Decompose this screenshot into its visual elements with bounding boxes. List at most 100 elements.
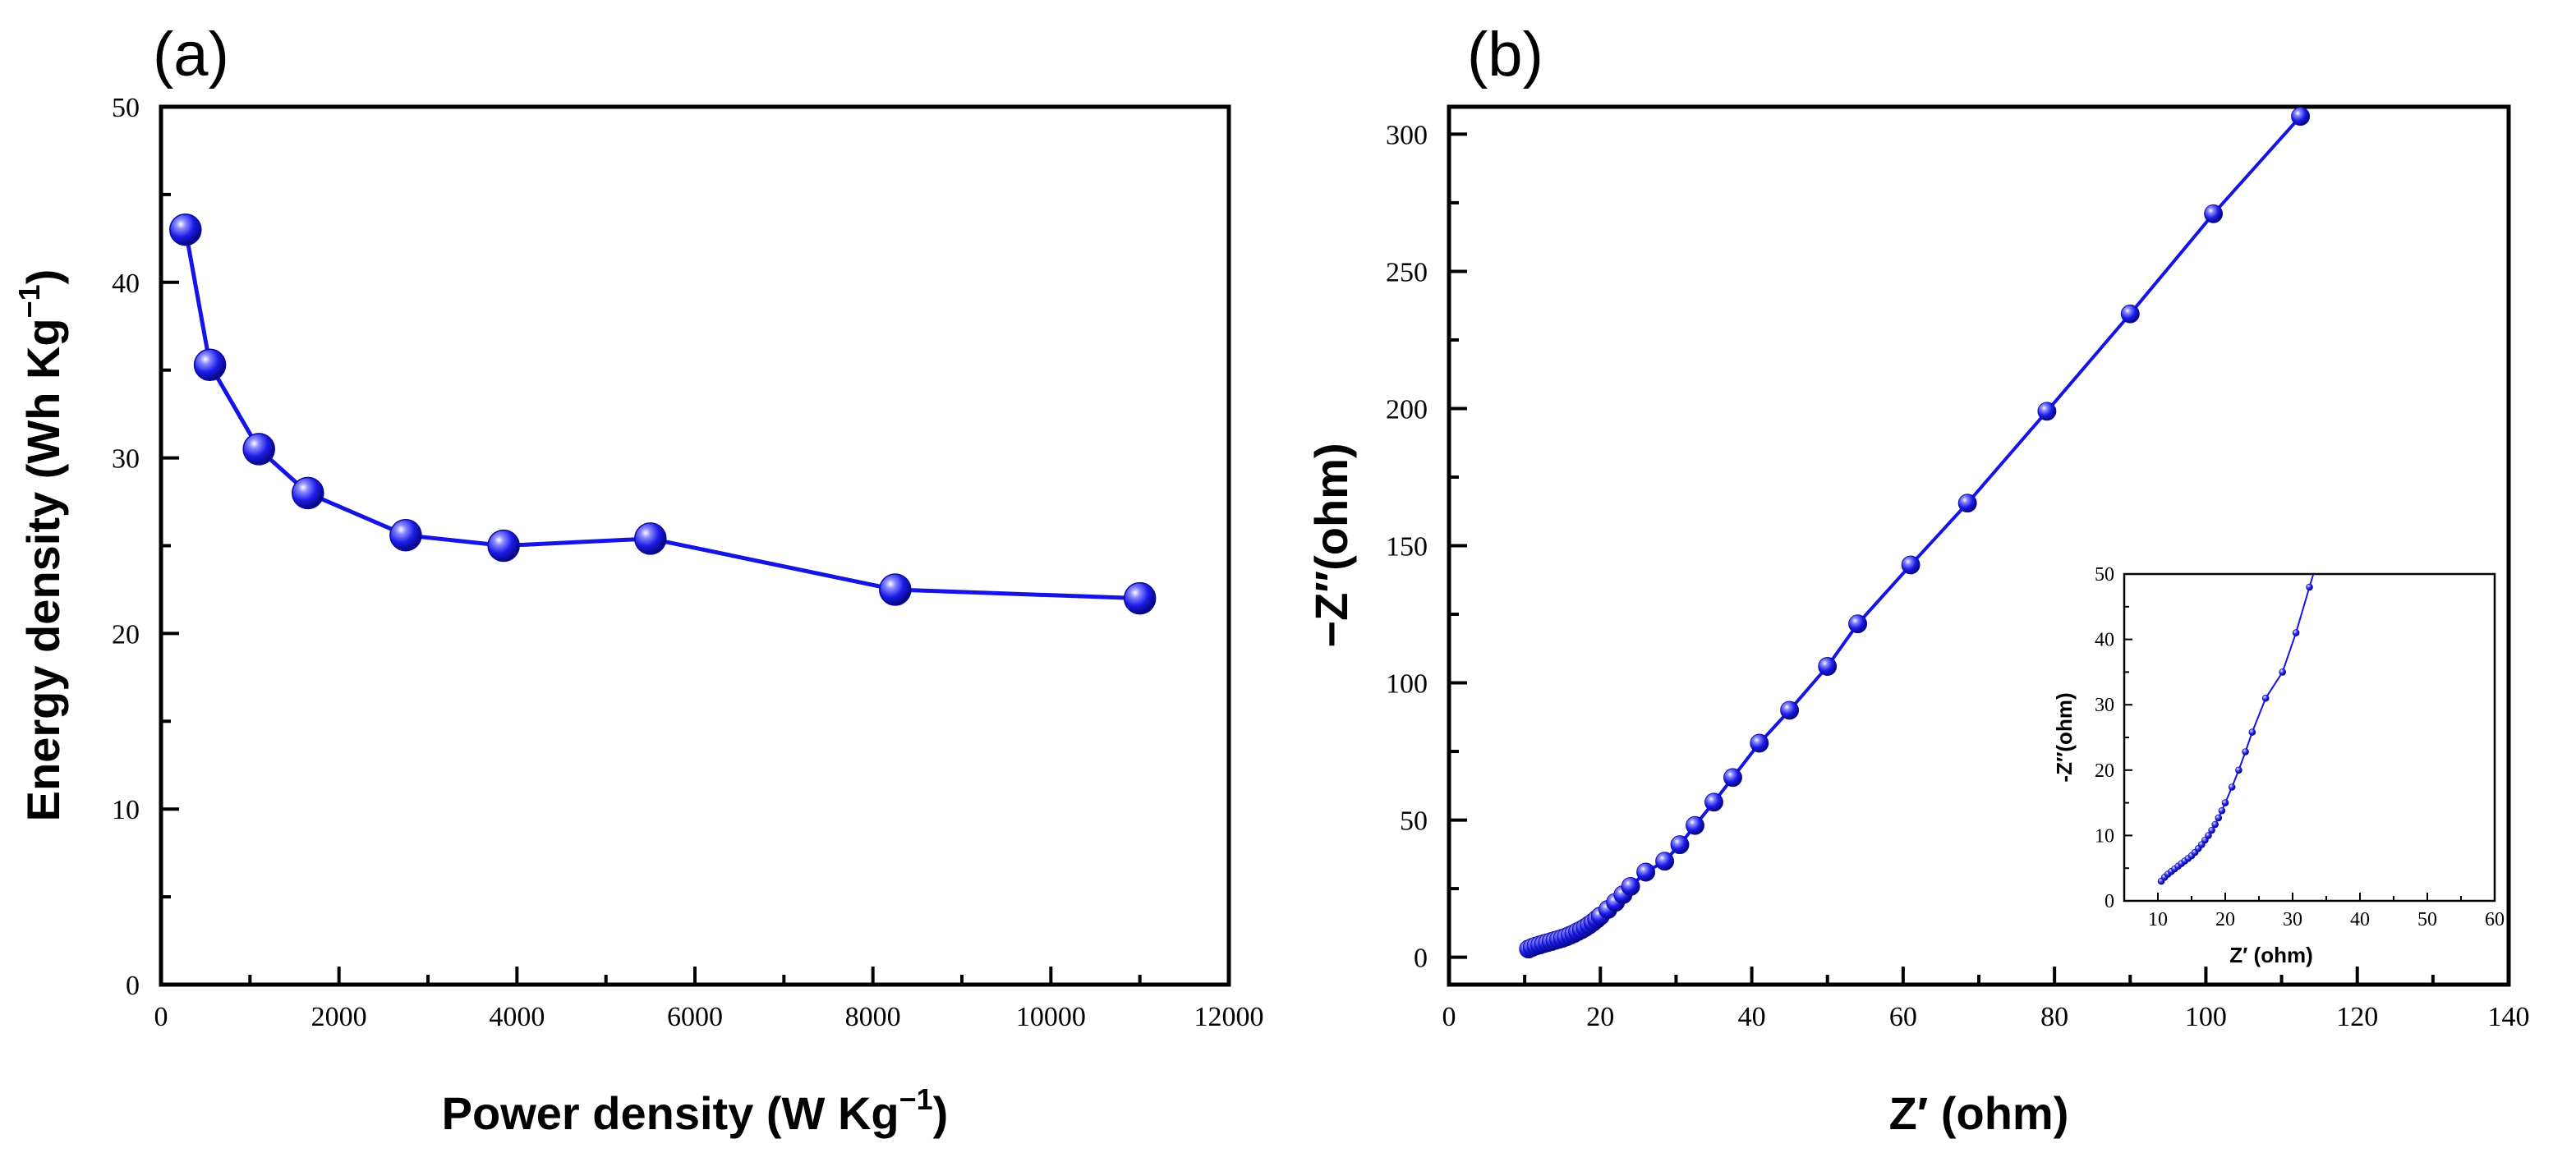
x-tick-label: 8000 [845, 1002, 901, 1032]
inset-data-point [2211, 820, 2219, 829]
data-point-b [1957, 494, 1977, 513]
series-points-a [169, 213, 1157, 615]
y-tick-label: 250 [1386, 257, 1428, 287]
inset-data-point [2363, 388, 2370, 394]
inset-data-point [2235, 766, 2242, 774]
y-tick-label: 0 [1414, 944, 1428, 974]
tick-marks-inset [2124, 573, 2496, 902]
y-tick-labels-inset: 0 10 20 30 40 50 [2095, 564, 2114, 912]
series-points-b [1519, 107, 2311, 959]
y-tick-label: 150 [1386, 532, 1428, 563]
inset-data-point [2248, 728, 2256, 736]
inset-frame [2123, 572, 2496, 903]
y-tick-label: 20 [2095, 760, 2114, 782]
x-axis-title-b: Z′ (ohm) [1889, 1087, 2069, 1139]
x-tick-label: 4000 [489, 1002, 545, 1032]
y-tick-label: 200 [1386, 394, 1428, 425]
inset-data-point [2424, 204, 2431, 211]
inset-data-point [2208, 826, 2215, 834]
y-axis-title-b: −Z″(ohm) [1305, 443, 1357, 647]
data-point-a [389, 518, 422, 552]
x-tick-label: 40 [1738, 1002, 1766, 1032]
x-tick-label: 6000 [667, 1002, 723, 1032]
x-tick-labels-b: 0 20 40 60 80 100 120 140 [1442, 1002, 2530, 1032]
data-point-a [292, 476, 324, 510]
x-tick-label: 10000 [1016, 1002, 1086, 1032]
y-tick-label: 30 [2095, 695, 2114, 716]
inset-data-point [2218, 806, 2226, 815]
data-point-b [1723, 768, 1742, 788]
inset-data-point [2242, 748, 2249, 756]
data-point-b [1621, 876, 1640, 896]
data-point-b [1670, 835, 1690, 855]
inset-data-point [2279, 668, 2286, 676]
x-tick-label: 80 [2040, 1002, 2068, 1032]
data-point-b [1636, 862, 1656, 882]
inset-x-axis-title: Z′ (ohm) [2229, 943, 2313, 967]
inset-data-point [2306, 583, 2313, 591]
data-point-b [1655, 852, 1675, 871]
data-point-a [634, 522, 667, 555]
data-point-a [1123, 581, 1157, 615]
data-point-b [1704, 792, 1723, 812]
tick-marks-b [1447, 132, 2510, 985]
inset-data-point [2205, 832, 2212, 839]
nyquist-chart: (b) 0 20 40 60 80 100 120 140 05010015020025030… [1305, 20, 2530, 1139]
inset-data-point [2215, 814, 2223, 822]
inset-data-point [2390, 310, 2397, 316]
data-point-b [1686, 815, 1704, 835]
x-tick-labels-a: 0 2000 4000 6000 8000 10000 12000 [154, 1002, 1264, 1032]
data-point-b [1818, 657, 1838, 676]
x-tick-label: 12000 [1194, 1002, 1264, 1032]
data-point-a [169, 213, 202, 246]
data-point-a [879, 573, 912, 606]
data-point-b [1750, 733, 1769, 753]
data-point-b [1780, 700, 1800, 720]
inset-data-point [2261, 694, 2270, 702]
inset-data-point [2228, 783, 2236, 791]
data-point-b [1848, 614, 1868, 634]
x-tick-label: 30 [2283, 909, 2302, 930]
data-point-a [193, 348, 227, 382]
x-tick-label: 40 [2350, 909, 2370, 930]
inset-data-point [2323, 528, 2330, 535]
x-tick-label: 50 [2417, 909, 2437, 930]
data-point-a [242, 433, 275, 466]
x-axis-title-a: Power density (W Kg−1) [442, 1082, 949, 1139]
plot-frame-a [159, 104, 1231, 987]
y-tick-label: 40 [112, 269, 140, 299]
data-point-b [2037, 402, 2057, 421]
y-tick-label: 0 [126, 971, 140, 1001]
x-tick-labels-inset: 10 20 30 40 50 60 [2148, 909, 2505, 930]
nyquist-inset: 10 20 30 40 50 60 0 10 20 30 40 50 Z′ (ohm) -Z″(oh… [2052, 204, 2505, 967]
x-tick-label: 0 [1442, 1002, 1456, 1032]
data-point-b [2204, 204, 2224, 223]
energy-power-chart: (a) 0 2000 4000 6000 8000 10000 12000 0 10 20 30 4… [12, 20, 1264, 1139]
x-tick-label: 0 [154, 1002, 168, 1032]
inset-data-point [2292, 629, 2300, 636]
y-tick-label: 10 [2095, 825, 2114, 847]
data-point-b [2120, 304, 2140, 324]
inset-y-axis-title: -Z″(ohm) [2052, 692, 2077, 782]
x-tick-label: 20 [1586, 1002, 1614, 1032]
y-tick-label: 50 [112, 93, 140, 123]
y-tick-labels-a: 0 10 20 30 40 50 [112, 93, 140, 1001]
x-tick-label: 140 [2488, 1002, 2530, 1032]
y-tick-labels-b: 0 50 100 150 200 250 300 [1386, 120, 1428, 973]
y-tick-label: 50 [1400, 806, 1428, 837]
data-point-b [2291, 107, 2311, 126]
x-tick-label: 120 [2336, 1002, 2378, 1032]
inset-data-point [2221, 799, 2229, 806]
inset-data-point [2340, 470, 2347, 476]
y-tick-label: 0 [2104, 891, 2114, 912]
inset-series-points [2157, 204, 2431, 885]
y-tick-label: 100 [1386, 669, 1428, 700]
y-tick-label: 20 [112, 619, 140, 650]
x-tick-label: 60 [2485, 909, 2505, 930]
panel-label-a: (a) [153, 20, 229, 90]
data-point-a [487, 529, 520, 563]
x-tick-label: 100 [2185, 1002, 2227, 1032]
tick-marks-a [159, 105, 1230, 986]
panel-label-b: (b) [1467, 20, 1543, 90]
